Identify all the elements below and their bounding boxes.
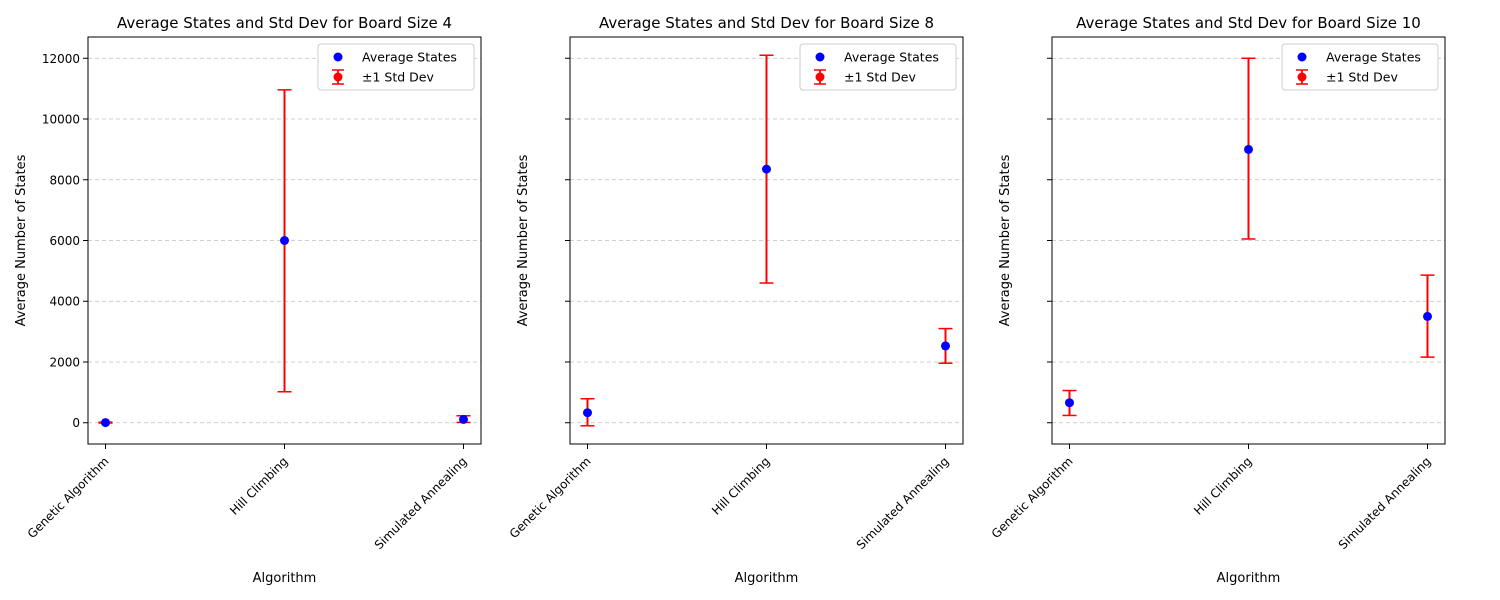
y-tick-label: 4000	[49, 295, 80, 309]
chart-title: Average States and Std Dev for Board Siz…	[599, 14, 934, 32]
legend-mean-marker	[815, 52, 825, 62]
legend-frame	[799, 43, 957, 91]
y-tick-label: 8000	[49, 173, 80, 187]
x-tick-label: Genetic Algorithm	[25, 454, 112, 541]
mean-point	[583, 408, 592, 418]
x-tick-label: Simulated Annealing	[372, 454, 470, 552]
legend-std-marker	[333, 72, 343, 82]
y-axis-label: Average Number of States	[14, 154, 29, 326]
mean-point	[459, 414, 468, 424]
chart-panel-1: Average States and Std Dev for Board Siz…	[14, 14, 482, 586]
x-tick-label: Genetic Algorithm	[507, 454, 594, 541]
x-tick-label: Genetic Algorithm	[989, 454, 1076, 541]
legend-label-std: ±1 Std Dev	[362, 70, 434, 85]
legend: Average States ±1 Std Dev	[799, 43, 957, 91]
chart-title: Average States and Std Dev for Board Siz…	[117, 14, 452, 32]
chart-title: Average States and Std Dev for Board Siz…	[1076, 14, 1421, 32]
x-axis-label: Algorithm	[735, 571, 799, 586]
axes-frame	[569, 36, 964, 445]
legend-label-average: Average States	[1326, 50, 1421, 65]
x-tick-label: Hill Climbing	[1191, 454, 1254, 517]
legend-label-average: Average States	[362, 50, 457, 65]
legend-std-marker	[1297, 72, 1307, 82]
x-tick-label: Hill Climbing	[709, 454, 772, 517]
x-tick-label: Simulated Annealing	[1336, 454, 1434, 552]
x-axis-label: Algorithm	[253, 571, 317, 586]
legend-label-std: ±1 Std Dev	[1326, 70, 1398, 85]
legend-frame	[317, 43, 475, 91]
x-axis-label: Algorithm	[1217, 571, 1281, 586]
legend: Average States ±1 Std Dev	[1281, 43, 1439, 91]
mean-point	[941, 341, 950, 351]
mean-point	[762, 164, 771, 174]
mean-point	[1423, 311, 1432, 321]
legend-mean-marker	[333, 52, 343, 62]
y-tick-label: 2000	[49, 355, 80, 369]
mean-point	[280, 236, 289, 245]
axes-frame	[1051, 36, 1446, 445]
legend-std-marker	[815, 72, 825, 82]
legend-mean-marker	[1297, 52, 1307, 62]
chart-panel-2: Average States and Std Dev for Board Siz…	[507, 14, 964, 586]
legend-label-std: ±1 Std Dev	[844, 70, 916, 85]
chart-panel-3: Average States and Std Dev for Board Siz…	[989, 14, 1446, 586]
mean-point	[1065, 398, 1074, 408]
y-tick-label: 12000	[42, 52, 80, 66]
y-axis-label: Average Number of States	[998, 154, 1013, 326]
mean-point	[101, 418, 110, 428]
mean-point	[1244, 144, 1253, 154]
x-tick-label: Hill Climbing	[227, 454, 290, 517]
legend-frame	[1281, 43, 1439, 91]
legend-label-average: Average States	[844, 50, 939, 65]
y-axis-label: Average Number of States	[516, 154, 531, 326]
y-tick-label: 6000	[49, 234, 80, 248]
y-tick-label: 10000	[42, 113, 80, 127]
axes-frame	[87, 36, 482, 445]
y-tick-label: 0	[72, 416, 80, 430]
x-tick-label: Simulated Annealing	[854, 454, 952, 552]
legend: Average States ±1 Std Dev	[317, 43, 475, 91]
